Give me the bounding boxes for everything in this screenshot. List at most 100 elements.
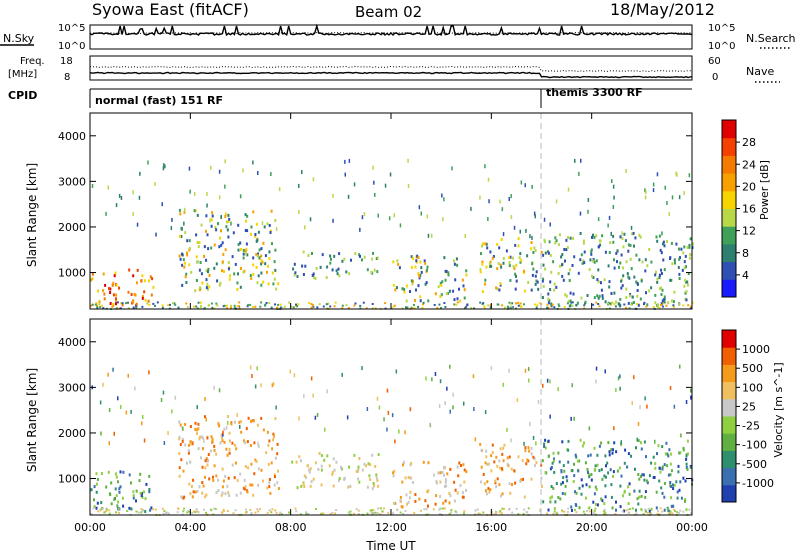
- heatmap-cell: [530, 247, 533, 251]
- heatmap-cell: [515, 279, 518, 283]
- heatmap-cell: [238, 420, 241, 424]
- heatmap-cell: [234, 509, 237, 512]
- heatmap-cell: [372, 481, 375, 485]
- heatmap-cell: [542, 263, 545, 267]
- colorbar-swatch: [722, 330, 736, 348]
- heatmap-cell: [632, 231, 635, 235]
- heatmap-cell: [245, 252, 247, 256]
- heatmap-cell: [561, 263, 564, 267]
- heatmap-cell: [276, 442, 279, 446]
- heatmap-cell: [205, 278, 208, 282]
- heatmap-cell: [579, 438, 582, 442]
- heatmap-cell: [685, 457, 688, 461]
- heatmap-cell: [407, 476, 410, 479]
- heatmap-cell: [91, 272, 94, 276]
- heatmap-cell: [267, 463, 270, 466]
- heatmap-cell: [463, 480, 466, 484]
- heatmap-cell: [619, 484, 622, 488]
- heatmap-cell: [229, 274, 232, 278]
- heatmap-cell: [112, 367, 114, 372]
- heatmap-cell: [277, 303, 280, 306]
- heatmap-cell: [655, 270, 657, 274]
- heatmap-cell: [206, 282, 209, 286]
- heatmap-cell: [638, 258, 641, 262]
- heatmap-cell: [524, 446, 527, 450]
- heatmap-cell: [638, 233, 641, 237]
- heatmap-cell: [217, 489, 220, 492]
- heatmap-cell: [502, 459, 505, 463]
- heatmap-cell: [664, 185, 666, 190]
- heatmap-cell: [541, 484, 543, 488]
- time-axis-label: Time UT: [365, 539, 416, 553]
- heatmap-cell: [427, 461, 430, 465]
- heatmap-cell: [312, 477, 315, 481]
- heatmap-cell: [670, 469, 673, 473]
- heatmap-cell: [552, 260, 555, 264]
- colorbar-tick-label: 28: [742, 136, 756, 149]
- heatmap-cell: [422, 301, 425, 304]
- heatmap-cell: [280, 513, 283, 516]
- heatmap-cell: [580, 253, 583, 257]
- heatmap-cell: [392, 260, 395, 264]
- heatmap-cell: [588, 510, 591, 513]
- heatmap-cell: [631, 295, 634, 299]
- heatmap-cell: [670, 496, 673, 500]
- heatmap-cell: [189, 460, 192, 464]
- heatmap-cell: [465, 488, 467, 492]
- heatmap-cell: [215, 491, 218, 495]
- heatmap-cell: [552, 512, 555, 515]
- heatmap-cell: [607, 302, 610, 305]
- y-tick-label: 3000: [58, 175, 86, 188]
- count-tick-bottom-left: 10^0: [58, 41, 85, 52]
- heatmap-cell: [534, 214, 536, 219]
- heatmap-cell: [593, 236, 596, 239]
- heatmap-cell: [637, 502, 640, 506]
- heatmap-cell: [643, 440, 646, 444]
- heatmap-cell: [595, 259, 598, 263]
- heatmap-cell: [521, 459, 524, 462]
- heatmap-cell: [510, 305, 513, 308]
- heatmap-cell: [525, 511, 528, 513]
- heatmap-cell: [465, 273, 468, 277]
- heatmap-cell: [621, 266, 624, 270]
- heatmap-cell: [177, 507, 180, 510]
- heatmap-cell: [686, 439, 689, 443]
- heatmap-cell: [134, 386, 136, 391]
- heatmap-cell: [352, 512, 355, 515]
- heatmap-cell: [179, 423, 182, 427]
- heatmap-cell: [509, 255, 512, 259]
- heatmap-cell: [577, 469, 580, 473]
- heatmap-cell: [676, 490, 679, 494]
- heatmap-cell: [394, 439, 396, 444]
- heatmap-cell: [583, 250, 586, 254]
- heatmap-cell: [417, 305, 420, 308]
- heatmap-cell: [439, 471, 442, 475]
- heatmap-cell: [446, 472, 449, 476]
- heatmap-cell: [576, 301, 579, 305]
- heatmap-cell: [632, 301, 635, 304]
- heatmap-cell: [498, 288, 501, 292]
- heatmap-cell: [135, 489, 138, 493]
- heatmap-cell: [661, 465, 664, 469]
- heatmap-cell: [546, 512, 549, 515]
- heatmap-cell: [514, 243, 517, 247]
- heatmap-cell: [678, 488, 681, 492]
- heatmap-cell: [174, 303, 177, 306]
- heatmap-cell: [591, 235, 593, 239]
- heatmap-cell: [165, 512, 167, 515]
- heatmap-cell: [486, 480, 489, 484]
- heatmap-cell: [347, 307, 350, 309]
- heatmap-cell: [358, 480, 361, 484]
- heatmap-cell: [484, 489, 487, 493]
- heatmap-cell: [492, 255, 495, 258]
- heatmap-cell: [223, 304, 226, 307]
- heatmap-cell: [163, 441, 166, 445]
- heatmap-cell: [669, 462, 672, 466]
- heatmap-cell: [136, 222, 139, 227]
- heatmap-cell: [645, 455, 647, 459]
- heatmap-cell: [375, 473, 378, 477]
- colorbar-tick-label: 20: [742, 180, 756, 193]
- heatmap-cell: [587, 197, 590, 202]
- heatmap-cell: [496, 287, 499, 291]
